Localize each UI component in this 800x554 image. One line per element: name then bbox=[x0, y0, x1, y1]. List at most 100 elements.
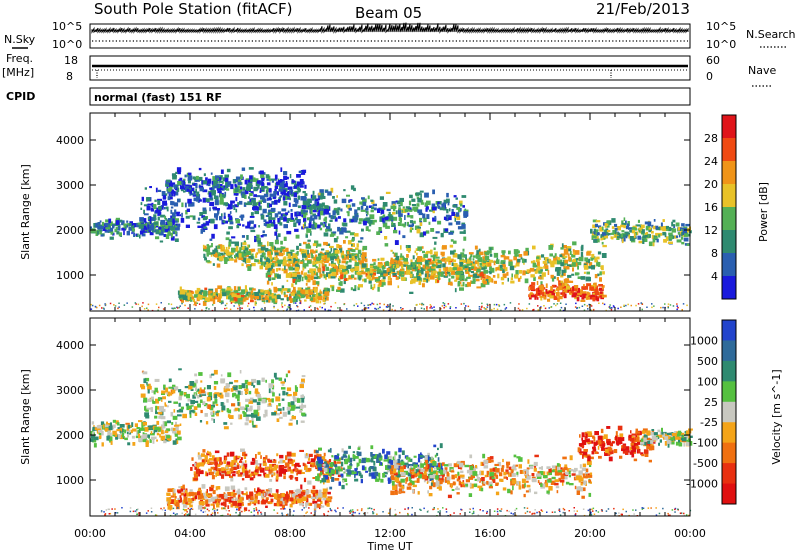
echo-cell bbox=[255, 508, 258, 511]
echo-cell bbox=[144, 406, 147, 411]
echo-cell bbox=[574, 250, 580, 255]
echo-cell bbox=[157, 411, 163, 415]
nave-tick-top: 60 bbox=[706, 54, 720, 67]
echo-cell bbox=[148, 225, 153, 230]
echo-cell bbox=[128, 226, 134, 231]
echo-cell bbox=[286, 196, 291, 199]
echo-cell bbox=[250, 229, 256, 233]
echo-cell bbox=[161, 424, 166, 429]
echo-cell bbox=[176, 489, 182, 493]
echo-cell bbox=[228, 295, 232, 300]
echo-cell bbox=[322, 488, 328, 493]
echo-cell bbox=[281, 302, 283, 304]
echo-cell bbox=[116, 231, 120, 235]
echo-cell bbox=[197, 462, 200, 466]
echo-cell bbox=[279, 182, 285, 188]
echo-cell bbox=[481, 302, 483, 305]
echo-cell bbox=[565, 288, 570, 293]
echo-cell bbox=[478, 248, 481, 254]
echo-cell bbox=[173, 225, 176, 229]
echo-cell bbox=[387, 270, 391, 276]
echo-cell bbox=[621, 238, 624, 244]
echo-cell bbox=[319, 192, 325, 197]
echo-cell bbox=[475, 275, 480, 279]
echo-cell bbox=[229, 288, 233, 292]
echo-cell bbox=[199, 420, 203, 423]
echo-cell bbox=[320, 505, 325, 508]
echo-cell bbox=[511, 273, 513, 278]
echo-cell bbox=[317, 308, 319, 310]
echo-cell bbox=[187, 497, 191, 503]
echo-cell bbox=[99, 434, 102, 439]
echo-cell bbox=[424, 192, 429, 198]
freq-panel: Freq. [MHz] 18 8 60 0 Nave bbox=[2, 52, 776, 87]
echo-cell bbox=[485, 308, 488, 310]
echo-cell bbox=[273, 306, 275, 309]
echo-cell bbox=[274, 466, 278, 471]
echo-cell bbox=[295, 261, 298, 263]
echo-cell bbox=[195, 178, 200, 182]
echo-cell bbox=[296, 305, 298, 307]
echo-cell bbox=[319, 300, 322, 304]
echo-cell bbox=[431, 266, 434, 270]
echo-cell bbox=[283, 260, 288, 263]
echo-cell bbox=[297, 258, 300, 264]
echo-cell bbox=[249, 226, 255, 230]
freq-frame bbox=[89, 55, 691, 81]
echo-cell bbox=[455, 197, 458, 200]
echo-cell bbox=[623, 304, 625, 307]
echo-cell bbox=[190, 185, 193, 188]
echo-cell bbox=[203, 247, 207, 252]
echo-cell bbox=[402, 264, 406, 267]
echo-cell bbox=[306, 228, 312, 233]
echo-cell bbox=[400, 202, 403, 207]
echo-cell bbox=[354, 256, 357, 260]
echo-cell bbox=[392, 274, 397, 277]
echo-cell bbox=[211, 243, 213, 248]
echo-cell bbox=[363, 218, 369, 221]
echo-cell bbox=[176, 306, 178, 308]
echo-cell bbox=[178, 389, 182, 393]
echo-cell bbox=[146, 205, 151, 211]
echo-cell bbox=[302, 267, 305, 271]
echo-cell bbox=[540, 295, 546, 298]
echo-cell bbox=[412, 255, 415, 260]
echo-cell bbox=[314, 273, 319, 276]
echo-cell bbox=[266, 187, 269, 192]
echo-cell bbox=[241, 246, 245, 250]
echo-cell bbox=[353, 257, 355, 261]
echo-cell bbox=[194, 301, 197, 305]
echo-cell bbox=[362, 201, 367, 206]
echo-cell bbox=[167, 488, 173, 492]
echo-cell bbox=[572, 286, 575, 291]
echo-cell bbox=[288, 492, 291, 495]
echo-cell bbox=[223, 212, 226, 218]
echo-cell bbox=[423, 267, 426, 271]
echo-cell bbox=[334, 478, 340, 481]
echo-cell bbox=[121, 220, 125, 226]
echo-cell bbox=[253, 413, 258, 418]
echo-cell bbox=[215, 472, 217, 478]
echo-cell bbox=[209, 486, 213, 492]
echo-cell bbox=[123, 230, 125, 236]
echo-cell bbox=[545, 268, 549, 271]
echo-cell bbox=[282, 246, 286, 249]
echo-cell bbox=[251, 471, 256, 474]
echo-cell bbox=[600, 291, 603, 294]
echo-cell bbox=[161, 392, 166, 395]
echo-cell bbox=[159, 433, 161, 438]
echo-cell bbox=[284, 499, 287, 504]
echo-cell bbox=[235, 455, 238, 461]
echo-cell bbox=[390, 249, 393, 252]
echo-cell bbox=[339, 270, 342, 274]
echo-cell bbox=[211, 233, 215, 239]
echo-cell bbox=[442, 202, 447, 205]
echo-cell bbox=[199, 387, 202, 392]
echo-cell bbox=[395, 200, 398, 203]
echo-cell bbox=[448, 232, 454, 235]
echo-cell bbox=[182, 413, 187, 419]
echo-cell bbox=[312, 203, 317, 209]
echo-cell bbox=[257, 405, 261, 411]
echo-cell bbox=[203, 403, 208, 407]
echo-cell bbox=[245, 289, 248, 293]
